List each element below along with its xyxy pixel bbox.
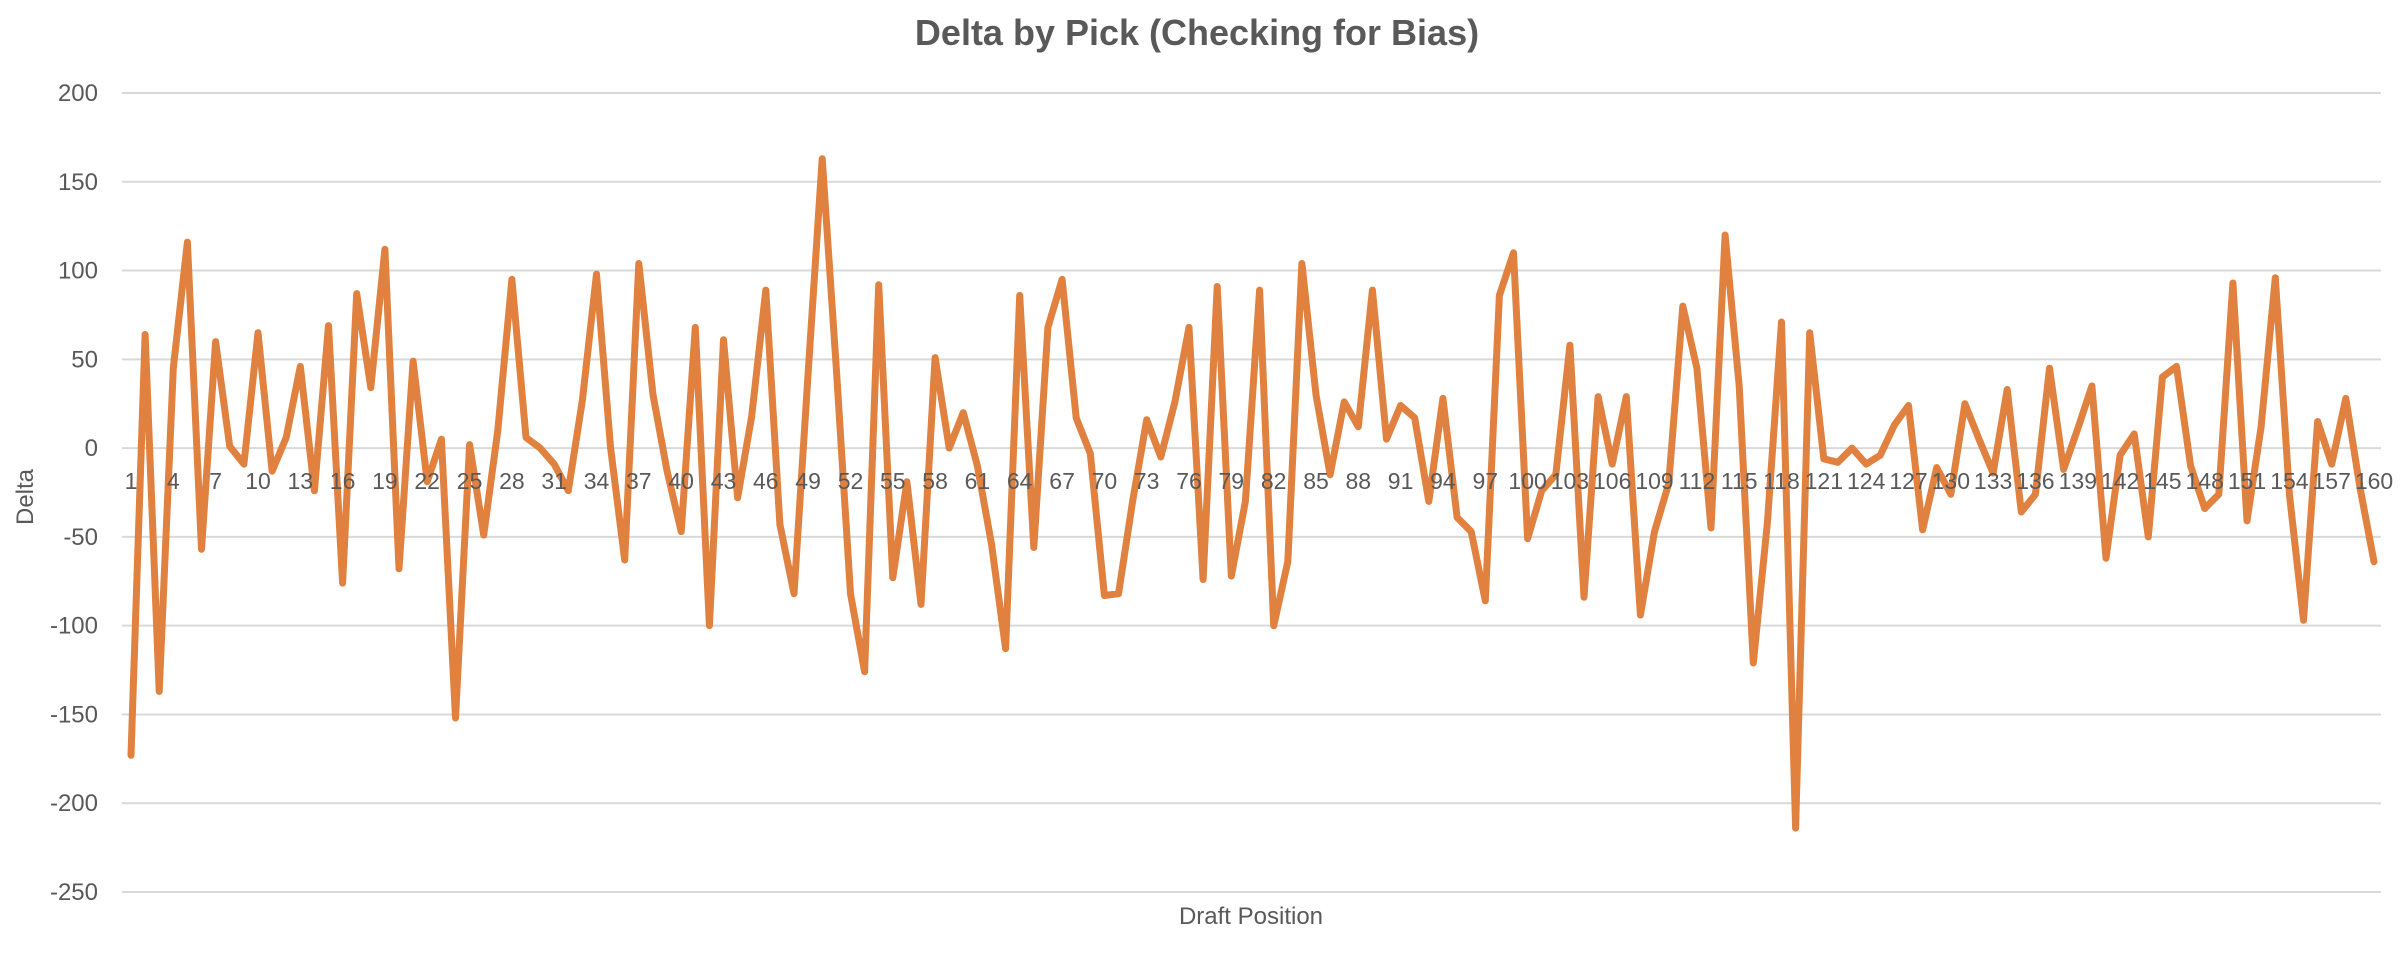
y-tick-label: 50 <box>71 346 98 373</box>
x-tick-label: 112 <box>1679 468 1716 494</box>
x-tick-label: 10 <box>245 468 271 494</box>
x-tick-label: 25 <box>457 468 483 494</box>
x-tick-label: 43 <box>711 468 737 494</box>
x-tick-label: 19 <box>372 468 398 494</box>
x-tick-label: 1 <box>125 468 138 494</box>
x-tick-label: 94 <box>1430 468 1456 494</box>
x-tick-label: 37 <box>626 468 652 494</box>
x-tick-label: 49 <box>795 468 821 494</box>
y-axis-ticks: 200 150 100 50 0 -50 -100 -150 -200 -250 <box>50 80 98 906</box>
x-tick-label: 136 <box>2016 468 2054 494</box>
x-tick-label: 31 <box>541 468 567 494</box>
x-tick-label: 13 <box>288 468 314 494</box>
x-tick-label: 67 <box>1049 468 1075 494</box>
x-tick-label: 22 <box>414 468 440 494</box>
x-tick-label: 142 <box>2101 468 2139 494</box>
y-axis-label: Delta <box>12 468 39 525</box>
x-tick-label: 64 <box>1007 468 1033 494</box>
chart-title: Delta by Pick (Checking for Bias) <box>915 12 1479 53</box>
y-tick-label: -50 <box>63 524 98 551</box>
y-tick-label: 100 <box>58 258 98 285</box>
x-tick-label: 58 <box>922 468 948 494</box>
x-tick-label: 157 <box>2313 468 2351 494</box>
x-tick-label: 7 <box>209 468 222 494</box>
x-tick-label: 46 <box>753 468 779 494</box>
x-tick-label: 151 <box>2228 468 2266 494</box>
x-tick-label: 91 <box>1388 468 1414 494</box>
x-tick-label: 73 <box>1134 468 1160 494</box>
y-tick-label: 200 <box>58 80 98 107</box>
x-tick-label: 133 <box>1974 468 2012 494</box>
x-axis-ticks: 1 4 7 10 13 16 19 22 25 28 31 34 37 40 43 46 49 52 55 58 61 6… <box>125 468 2394 494</box>
y-tick-label: 150 <box>58 169 98 196</box>
series-layer <box>127 155 2378 832</box>
x-tick-label: 154 <box>2270 468 2309 494</box>
y-tick-label: -150 <box>50 701 98 728</box>
x-tick-label: 85 <box>1303 468 1329 494</box>
x-tick-label: 55 <box>880 468 906 494</box>
x-tick-label: 121 <box>1805 468 1843 494</box>
x-tick-label: 127 <box>1889 468 1927 494</box>
x-tick-label: 76 <box>1176 468 1202 494</box>
x-tick-label: 118 <box>1763 468 1800 494</box>
x-tick-label: 100 <box>1508 468 1546 494</box>
x-tick-label: 160 <box>2355 468 2393 494</box>
x-tick-label: 115 <box>1721 468 1758 494</box>
x-tick-label: 130 <box>1932 468 1970 494</box>
x-tick-label: 34 <box>584 468 610 494</box>
x-tick-label: 106 <box>1593 468 1631 494</box>
x-tick-label: 124 <box>1847 468 1886 494</box>
x-tick-label: 79 <box>1219 468 1245 494</box>
y-tick-label: -200 <box>50 790 98 817</box>
x-tick-label: 145 <box>2143 468 2181 494</box>
x-tick-label: 97 <box>1473 468 1499 494</box>
y-tick-label: -250 <box>50 879 98 906</box>
series-line <box>127 155 2378 832</box>
x-tick-label: 82 <box>1261 468 1287 494</box>
y-tick-label: -100 <box>50 613 98 640</box>
x-tick-label: 109 <box>1635 468 1673 494</box>
x-tick-label: 61 <box>965 468 991 494</box>
x-tick-label: 4 <box>167 468 180 494</box>
x-tick-label: 28 <box>499 468 525 494</box>
x-axis-label: Draft Position <box>1179 903 1323 930</box>
x-tick-label: 70 <box>1092 468 1118 494</box>
x-tick-label: 88 <box>1346 468 1372 494</box>
x-tick-label: 40 <box>668 468 694 494</box>
x-tick-label: 148 <box>2186 468 2224 494</box>
x-tick-label: 139 <box>2059 468 2097 494</box>
x-tick-label: 16 <box>330 468 356 494</box>
x-tick-label: 52 <box>838 468 864 494</box>
y-tick-label: 0 <box>85 435 98 462</box>
x-tick-label: 103 <box>1551 468 1589 494</box>
